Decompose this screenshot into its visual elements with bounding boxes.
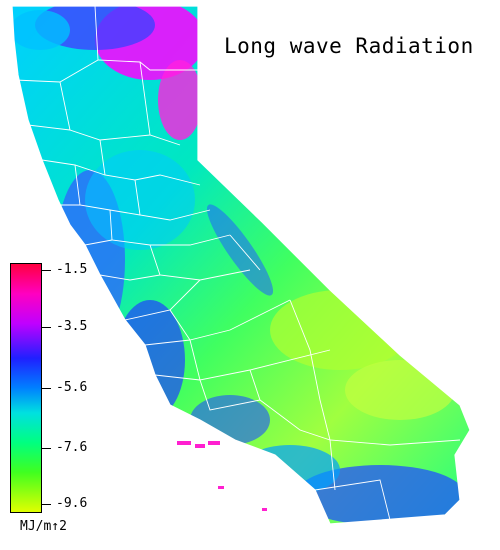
- legend-tick-label-1: -1.5: [56, 262, 88, 277]
- channel-islands: [177, 441, 267, 511]
- legend-tick-mark: [41, 504, 51, 505]
- legend-tick-label-4: -7.6: [56, 440, 88, 455]
- legend-tick-mark: [41, 388, 51, 389]
- legend-tick-mark: [41, 327, 51, 328]
- legend-tick-mark: [41, 448, 51, 449]
- map-title: Long wave Radiation: [224, 34, 474, 58]
- color-scale-bar: [10, 263, 42, 513]
- legend-tick-label-3: -5.6: [56, 380, 88, 395]
- county-boundaries: [14, 5, 461, 521]
- legend-unit-label: MJ/m↑2: [20, 519, 67, 534]
- legend-tick-label-5: -9.6: [56, 496, 88, 511]
- legend-tick-label-2: -3.5: [56, 319, 88, 334]
- legend-tick-mark: [41, 270, 51, 271]
